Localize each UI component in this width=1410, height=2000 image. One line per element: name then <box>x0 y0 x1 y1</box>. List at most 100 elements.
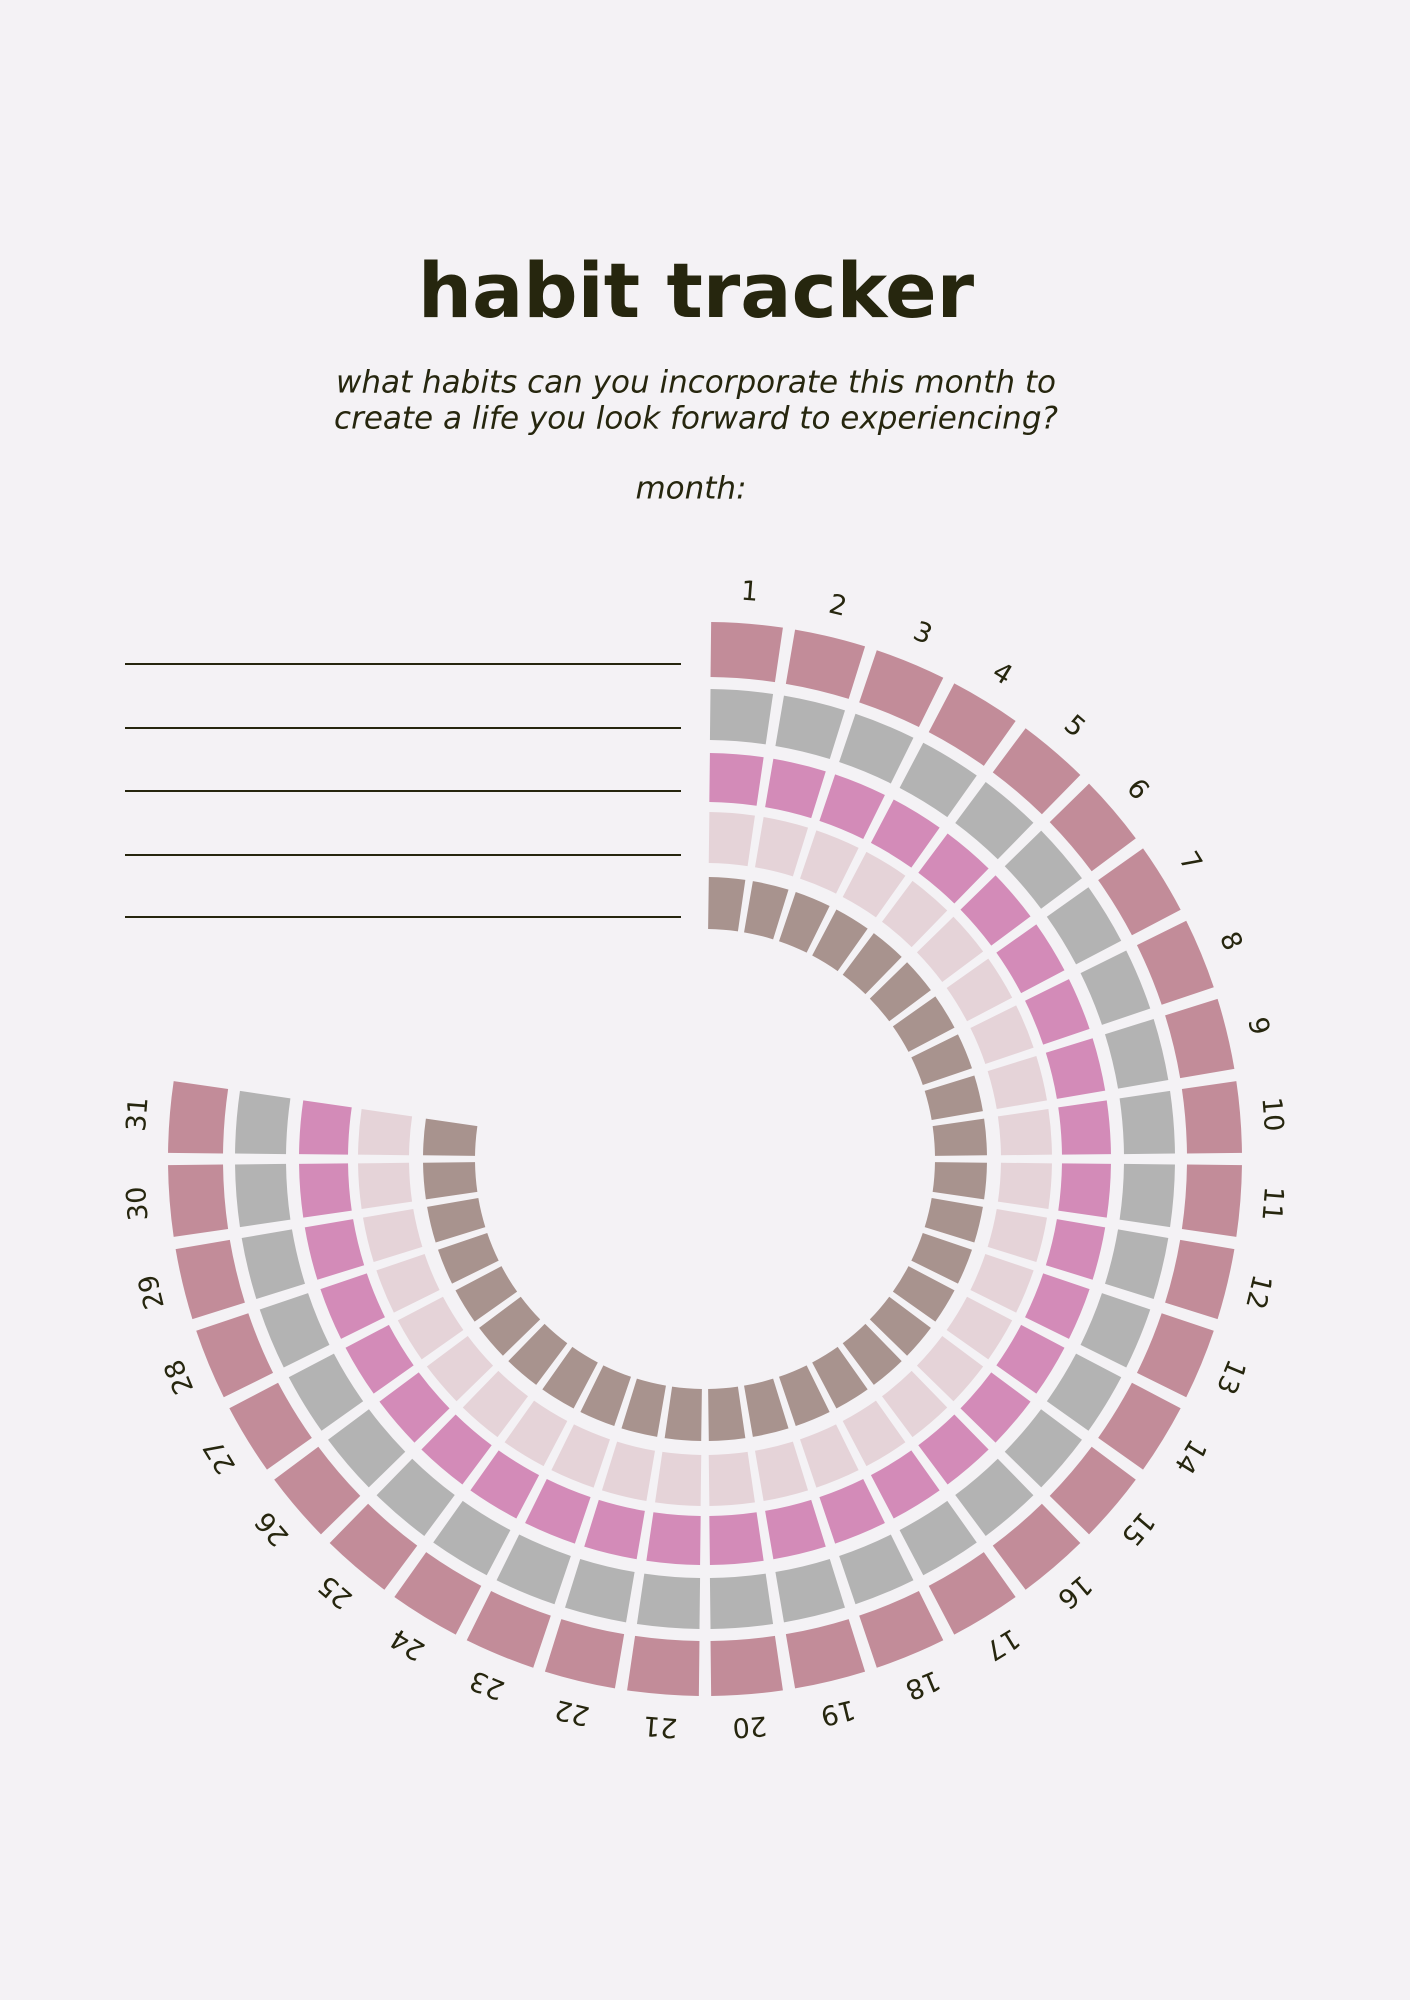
subtitle-line: create a life you look forward to experi… <box>334 401 1058 437</box>
tracker-cell <box>299 1163 352 1218</box>
habit-lines <box>125 663 681 918</box>
tracker-cell <box>924 1075 983 1120</box>
tracker-cell <box>842 851 906 918</box>
tracker-cell <box>241 1229 306 1299</box>
tracker-cell <box>584 1499 645 1560</box>
tracker-cell <box>765 1499 826 1560</box>
tracker-cell <box>621 1378 666 1437</box>
tracker-cell <box>842 1323 902 1385</box>
tracker-cell <box>899 742 977 818</box>
tracker-cell <box>859 1590 944 1668</box>
tracker-cell <box>1045 1038 1106 1099</box>
tracker-cell <box>987 1055 1048 1110</box>
tracker-cell <box>1080 950 1151 1025</box>
tracker-cell <box>881 1370 948 1438</box>
tracker-cell <box>362 1208 423 1263</box>
tracker-cell <box>970 1005 1034 1064</box>
tracker-cell <box>229 1382 312 1470</box>
tracker-cell <box>812 1346 868 1409</box>
tracker-cell <box>911 1233 972 1284</box>
tracker-cell <box>911 1034 972 1085</box>
tracker-cell <box>168 1164 229 1237</box>
tracker-cell <box>1004 1409 1082 1488</box>
tracker-cell <box>899 1500 977 1576</box>
tracker-cell <box>1004 830 1082 909</box>
tracker-cell <box>997 1162 1052 1209</box>
tracker-wheel: 1 234567891011121314151617181920212223242… <box>121 576 1289 1743</box>
tracker-cell <box>842 1400 906 1467</box>
tracker-cell <box>328 1409 406 1488</box>
tracker-cell <box>358 1109 413 1156</box>
tracker-cell <box>1046 1353 1122 1431</box>
tracker-cell <box>427 1198 486 1243</box>
tracker-cell <box>433 1500 511 1576</box>
tracker-cell <box>996 924 1065 994</box>
tracker-cell <box>544 1619 625 1689</box>
tracker-cell <box>870 1450 940 1519</box>
day-label: 2 <box>826 589 850 623</box>
tracker-cell <box>1119 1163 1175 1228</box>
tracker-cell <box>235 1090 291 1155</box>
tracker-cell <box>960 1372 1031 1443</box>
tracker-cell <box>709 1512 764 1565</box>
tracker-cell <box>376 1458 455 1536</box>
tracker-cell <box>1025 979 1090 1045</box>
tracker-cell <box>299 1100 352 1155</box>
tracker-cell <box>765 758 826 819</box>
tracker-cell <box>627 1635 700 1696</box>
tracker-cell <box>259 1293 330 1368</box>
tracker-cell <box>655 1451 702 1506</box>
day-label: 10 <box>1255 1096 1289 1133</box>
tracker-cell <box>997 1109 1052 1156</box>
tracker-cell <box>839 713 914 784</box>
tracker-cell <box>466 1590 551 1668</box>
tracker-cell <box>274 1446 361 1535</box>
tracker-cell <box>376 1254 440 1313</box>
tracker-cell <box>918 1414 989 1485</box>
tracker-cell <box>646 1512 701 1565</box>
tracker-cell <box>175 1239 245 1320</box>
tracker-cell <box>1046 887 1122 965</box>
tracker-cell <box>754 816 809 877</box>
tracker-cell <box>455 1266 518 1322</box>
tracker-cell <box>892 996 955 1052</box>
tracker-cell <box>1104 1019 1169 1089</box>
tracker-cell <box>955 1458 1034 1536</box>
tracker-cell <box>869 962 931 1022</box>
tracker-cell <box>708 1386 746 1441</box>
tracker-cell <box>987 1208 1048 1263</box>
tracker-cell <box>421 1414 492 1485</box>
tracker-cell <box>397 1296 464 1360</box>
tracker-cell <box>819 1479 885 1544</box>
tracker-cell <box>1165 998 1235 1079</box>
tracker-cell <box>710 1635 783 1696</box>
tracker-cell <box>800 1424 859 1488</box>
tracker-cell <box>1045 1219 1106 1280</box>
tracker-cell <box>785 629 866 699</box>
tracker-cell <box>1049 783 1136 872</box>
tracker-cell <box>932 1118 987 1156</box>
tracker-cell <box>1025 1273 1090 1339</box>
tracker-cell <box>235 1163 291 1228</box>
tracker-cell <box>426 1335 494 1402</box>
tracker-cell <box>992 1503 1081 1590</box>
day-label: 21 <box>642 1709 679 1743</box>
tracker-cell <box>636 1573 701 1629</box>
tracker-cell <box>1136 920 1214 1005</box>
tracker-cell <box>955 782 1034 860</box>
tracker-cell <box>996 1324 1065 1394</box>
tracker-cell <box>960 875 1031 946</box>
title: habit tracker <box>418 246 975 335</box>
tracker-cell <box>928 1552 1016 1635</box>
tracker-cell <box>708 1451 755 1506</box>
tracker-cell <box>812 909 868 972</box>
tracker-cell <box>462 1370 529 1438</box>
tracker-cell <box>870 799 940 868</box>
tracker-cell <box>710 622 783 683</box>
tracker-cell <box>709 753 764 806</box>
tracker-cell <box>869 1296 931 1356</box>
tracker-cell <box>304 1219 365 1280</box>
tracker-cell <box>708 812 755 867</box>
tracker-cell <box>423 1162 478 1200</box>
